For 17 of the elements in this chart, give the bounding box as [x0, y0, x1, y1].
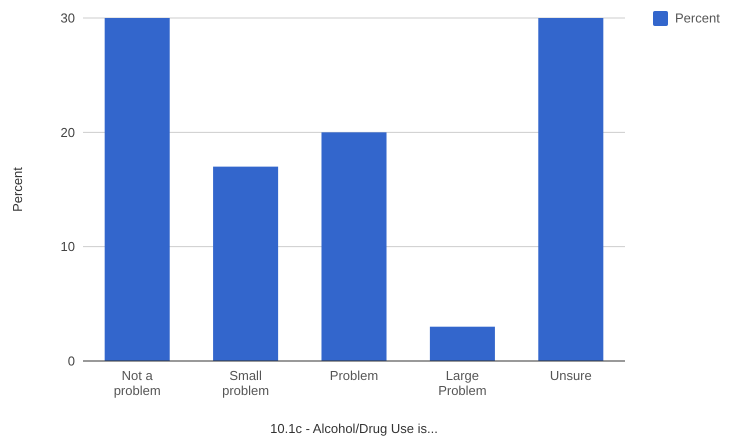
x-tick-label: Problem	[330, 368, 378, 383]
x-tick-label: Unsure	[550, 368, 592, 383]
legend-label: Percent	[675, 10, 720, 26]
y-tick-label: 30	[60, 10, 75, 26]
x-tick-label: Large Problem	[438, 368, 487, 398]
y-tick-label: 0	[68, 354, 75, 369]
y-tick-label: 10	[60, 239, 75, 254]
bar	[538, 18, 604, 361]
x-tick-label: Not a problem	[114, 368, 161, 398]
x-axis-title: 10.1c - Alcohol/Drug Use is...	[270, 421, 438, 436]
bar	[321, 132, 387, 361]
bar	[430, 326, 495, 361]
y-tick-label: 20	[60, 124, 75, 140]
bar	[213, 166, 278, 361]
bar	[104, 18, 170, 361]
y-axis-title: Percent	[10, 166, 25, 212]
x-tick-label: Small problem	[222, 368, 270, 398]
